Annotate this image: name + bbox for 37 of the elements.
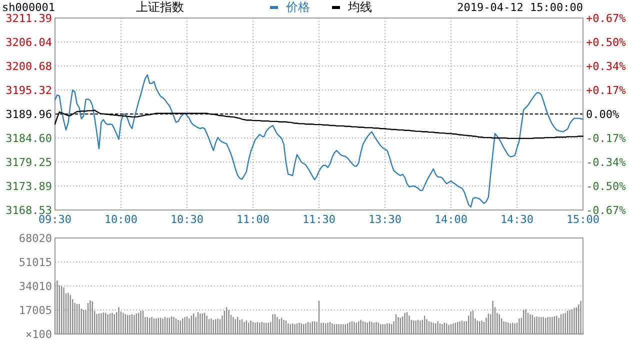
text: 2019-04-12 15:00:00 bbox=[457, 1, 583, 14]
x-tick-label: 14:30 bbox=[500, 213, 534, 226]
x-tick-label: 11:30 bbox=[302, 213, 336, 226]
y2-tick-label: +0.67% bbox=[586, 12, 626, 25]
y-tick-label: 3179.25 bbox=[6, 156, 52, 169]
line-series bbox=[54, 74, 584, 208]
y-tick-label: 3195.32 bbox=[6, 84, 52, 97]
text: sh000001 bbox=[2, 1, 55, 14]
x-tick-label: 15:00 bbox=[566, 213, 600, 226]
y-tick-label: 51015 bbox=[18, 256, 52, 269]
y-tick-label: 3200.68 bbox=[6, 60, 52, 73]
y2-tick-label: +0.34% bbox=[586, 60, 626, 73]
y2-tick-label: +0.17% bbox=[586, 84, 626, 97]
y-tick-label: 3173.89 bbox=[6, 180, 52, 193]
line-series bbox=[54, 110, 584, 140]
y-tick-label: 34010 bbox=[18, 280, 52, 293]
y2-tick-label: 0.00% bbox=[586, 108, 620, 121]
x-tick-label: 14:00 bbox=[434, 213, 468, 226]
x-tick-label: 09:30 bbox=[38, 213, 72, 226]
y-tick-label: 68020 bbox=[18, 232, 52, 245]
y-tick-label: 3184.60 bbox=[6, 132, 52, 146]
y2-tick-label: -0.50% bbox=[586, 180, 626, 193]
y-tick-label: 17005 bbox=[18, 304, 52, 317]
y2-tick-label: +0.50% bbox=[586, 36, 626, 49]
y-tick-label: 3206.04 bbox=[6, 36, 52, 49]
x-tick-label: 13:30 bbox=[368, 213, 402, 226]
chart-title: 上证指数 bbox=[136, 0, 184, 14]
legend-label: 价格 bbox=[285, 0, 310, 14]
y2-tick-label: -0.34% bbox=[586, 156, 626, 169]
y-tick-label: 3189.96 bbox=[6, 108, 52, 121]
y2-tick-label: -0.17% bbox=[586, 132, 626, 145]
x-tick-label: 10:00 bbox=[104, 213, 138, 226]
legend-label: 均线 bbox=[347, 0, 372, 14]
x-tick-label: 11:00 bbox=[236, 213, 270, 226]
y-tick-label: 3211.39 bbox=[6, 12, 52, 25]
x-tick-label: 10:30 bbox=[170, 213, 204, 226]
y-axis-title: ×100 bbox=[26, 328, 52, 341]
